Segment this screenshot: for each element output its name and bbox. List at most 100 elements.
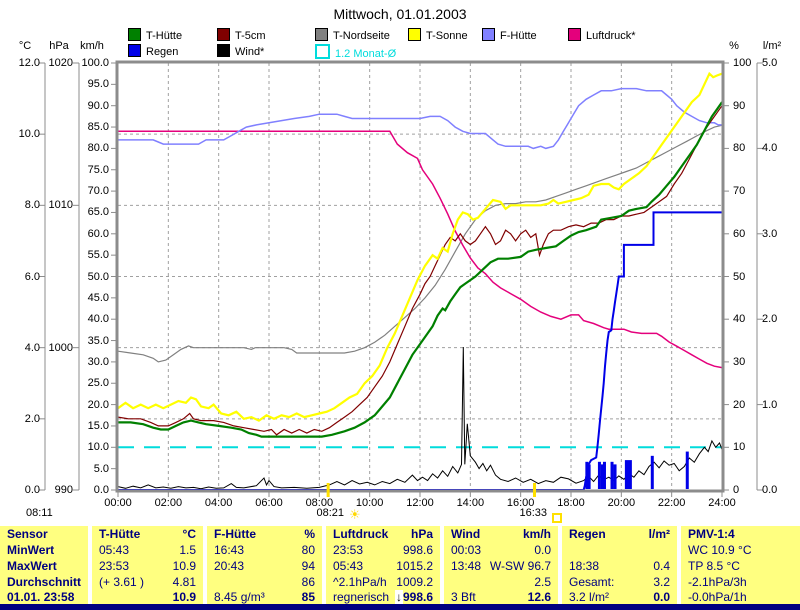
series-T-Sonne xyxy=(117,71,723,422)
table-col-luftdruck: Luftdruck hPa 23:53 998.6 05:43 1015.2 ^2.1hPa… xyxy=(326,526,440,604)
time-label: 20:00 xyxy=(607,497,636,509)
table-row xyxy=(562,543,677,558)
table-header-name: F-Hütte xyxy=(214,527,256,541)
legend-item-t-h-tte: T-Hütte xyxy=(128,28,182,42)
time-label: 08:00 xyxy=(305,497,334,509)
legend-swatch-icon xyxy=(128,28,141,41)
table-cell-right: 1.5 xyxy=(179,543,196,557)
rain-bar xyxy=(685,451,689,489)
legend-swatch-icon xyxy=(128,44,141,57)
table-header-row: Wind km/h xyxy=(444,527,558,542)
table-header-name: Wind xyxy=(451,527,481,541)
table-cell-right: 10.9 xyxy=(172,559,196,573)
table-row-label: 01.01. 23:58 xyxy=(7,590,75,604)
table-cell-left: 3 Bft xyxy=(451,590,476,604)
table-header-name: Luftdruck xyxy=(333,527,389,541)
legend-item-regen: Regen xyxy=(128,44,178,58)
table-header-unit: l/m² xyxy=(648,527,670,541)
celsius-tick-label: 4.0 xyxy=(24,341,40,354)
rain-bar xyxy=(602,461,606,489)
table-row: 8.45 g/m³ 85 xyxy=(207,590,322,605)
rain-bar xyxy=(610,461,614,489)
table-row-label: MinWert xyxy=(7,543,55,557)
table-cell-left: 20:43 xyxy=(214,559,245,573)
lm2-tick-label: 5.0 xyxy=(762,57,778,69)
legend-swatch-icon xyxy=(568,28,581,41)
table-header-unit: % xyxy=(304,527,315,541)
table-row: TP 8.5 °C xyxy=(681,559,800,574)
table-cell-left: ^2.1hPa/h xyxy=(333,575,387,589)
percent-tick-label: 30 xyxy=(733,355,746,368)
table-row: 3 Bft 12.6 xyxy=(444,590,558,605)
time-label: 02:00 xyxy=(154,497,183,509)
table-cell-right: 0.0 xyxy=(653,590,670,604)
rain-bar xyxy=(600,464,604,489)
table-row: ^2.1hPa/h 1009.2 xyxy=(326,575,440,590)
table-header-row: Regen l/m² xyxy=(562,527,677,542)
table-row: 2.5 xyxy=(444,575,558,590)
table-cell-left: (+ 3.61 ) xyxy=(99,575,145,589)
series-F-Hütte xyxy=(118,87,722,150)
kmh-tick-label: 25.0 xyxy=(87,377,109,390)
table-cell-right: 1009.2 xyxy=(396,575,433,589)
hpa-tick-label: 1020 xyxy=(48,57,73,69)
axis-unit-kmh: km/h xyxy=(80,40,104,52)
table-cell-right: 12.6 xyxy=(527,590,551,604)
legend-label: T-Sonne xyxy=(426,30,468,42)
table-header-row: T-Hütte °C xyxy=(92,527,203,542)
time-label: 12:00 xyxy=(406,497,434,509)
table-cell-left: 05:43 xyxy=(99,543,130,557)
table-header-sensor: Sensor xyxy=(7,527,48,541)
table-row: 00:03 0.0 xyxy=(444,543,558,558)
table-cell-right: 1015.2 xyxy=(396,559,433,573)
legend-label: T-Hütte xyxy=(146,30,183,42)
axis-unit-percent: % xyxy=(729,40,739,52)
celsius-tick-label: 12.0 xyxy=(18,57,40,69)
table-cell-right: 998.6 xyxy=(402,543,433,557)
table-header-row: PMV-1:4 xyxy=(681,527,800,542)
time-label: 18:00 xyxy=(557,497,585,509)
legend-item-t-5cm: T-5cm xyxy=(217,28,266,42)
sunrise-time: 08:21 xyxy=(316,507,344,519)
kmh-tick-label: 90.0 xyxy=(87,99,109,112)
legend-label: T-Nordseite xyxy=(333,30,390,42)
legend-label: Regen xyxy=(146,46,179,58)
series-T-Hütte xyxy=(118,101,723,438)
table-cell-left: 16:43 xyxy=(214,543,245,557)
legend-swatch-icon xyxy=(482,28,495,41)
table-header-unit: hPa xyxy=(410,527,433,541)
table-row: 05:43 1015.2 xyxy=(326,559,440,574)
table-col-f-h-tte: F-Hütte% 16:43 80 20:43 94 86 8.45 g/m³ 85 xyxy=(207,526,322,604)
table-col-t-h-tte: T-Hütte °C 05:43 1.5 23:53 10.9 (+ 3.61 ) 4.81 1… xyxy=(92,526,203,604)
table-cell-left: TP 8.5 °C xyxy=(688,559,740,573)
time-label: 24:00 xyxy=(708,497,736,509)
kmh-tick-label: 55.0 xyxy=(87,249,109,262)
percent-tick-label: 90 xyxy=(733,99,746,112)
table-header-row: F-Hütte% xyxy=(207,527,322,542)
time-label: 06:00 xyxy=(255,497,283,509)
celsius-tick-label: 8.0 xyxy=(24,199,40,212)
kmh-tick-label: 0.0 xyxy=(93,484,109,496)
axis-unit-lm2: l/m² xyxy=(762,40,782,52)
table-row: Gesamt: 3.2 xyxy=(562,575,677,590)
table-row: 3.2 l/m² 0.0 xyxy=(562,590,677,605)
axis-unit-hpa: hPa xyxy=(49,40,69,52)
table-cell-right: W-SW 96.7 xyxy=(489,559,551,573)
table-col-sensor: Sensor MinWert MaxWert Durchschnitt 01.01. 2… xyxy=(0,526,88,604)
percent-tick-label: 0 xyxy=(733,484,740,496)
kmh-tick-label: 85.0 xyxy=(87,121,109,134)
table-cell-left: -0.0hPa/1h xyxy=(688,590,747,604)
table-row: 18:38 0.4 xyxy=(562,559,677,574)
table-cell-right: 86 xyxy=(301,575,315,589)
table-cell-left: 05:43 xyxy=(333,559,364,573)
table-header-name: T-Hütte xyxy=(99,527,141,541)
table-row-label: MaxWert xyxy=(7,559,57,573)
bottom-left-time: 08:11 xyxy=(26,507,53,519)
lm2-tick-label: 2.0 xyxy=(762,313,778,326)
table-row: WC 10.9 °C xyxy=(681,543,800,558)
legend-item-t-nordseite: T-Nordseite xyxy=(315,28,390,42)
legend-label: Luftdruck* xyxy=(586,30,636,42)
time-label: 22:00 xyxy=(657,497,686,509)
percent-tick-label: 10 xyxy=(733,441,746,454)
